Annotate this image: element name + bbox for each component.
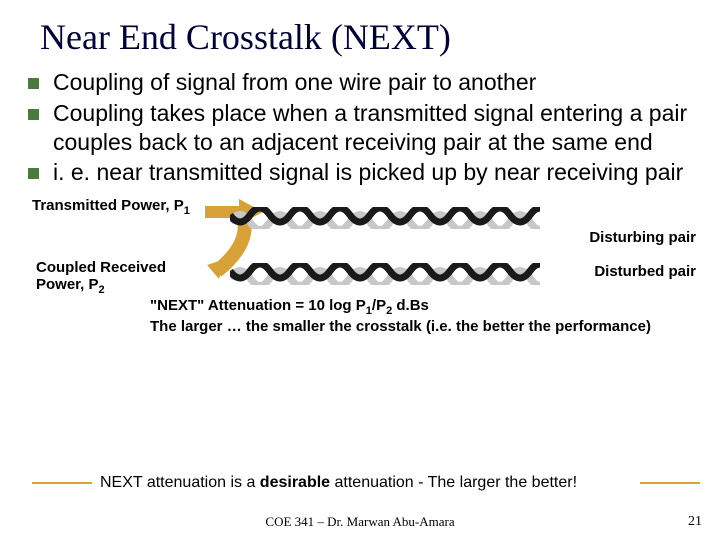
wire-pair-bottom-icon: [230, 263, 540, 285]
divider-left-icon: [32, 482, 92, 484]
bullet-text: i. e. near transmitted signal is picked …: [53, 158, 683, 187]
bullet-list: Coupling of signal from one wire pair to…: [0, 64, 720, 187]
disturbed-pair-label: Disturbed pair: [594, 263, 696, 280]
footer-meta: COE 341 – Dr. Marwan Abu-Amara: [0, 514, 720, 530]
rx-power-label: Coupled Received Power, P2: [36, 259, 166, 297]
tx-power-label: Transmitted Power, P1: [32, 197, 190, 217]
formula-text: "NEXT" Attenuation = 10 log P1/P2 d.Bs T…: [150, 297, 651, 336]
list-item: Coupling of signal from one wire pair to…: [28, 68, 696, 97]
page-title: Near End Crosstalk (NEXT): [0, 0, 720, 64]
page-number: 21: [688, 514, 702, 530]
bullet-text: Coupling of signal from one wire pair to…: [53, 68, 536, 97]
list-item: Coupling takes place when a transmitted …: [28, 99, 696, 157]
bullet-icon: [28, 109, 39, 120]
wire-pair-top-icon: [230, 207, 540, 229]
divider-right-icon: [640, 482, 700, 484]
diagram: Transmitted Power, P1 Coupled Received P…: [0, 193, 720, 353]
bullet-icon: [28, 78, 39, 89]
footer-note: NEXT attenuation is a desirable attenuat…: [32, 474, 700, 492]
bullet-text: Coupling takes place when a transmitted …: [53, 99, 696, 157]
list-item: i. e. near transmitted signal is picked …: [28, 158, 696, 187]
disturbing-pair-label: Disturbing pair: [589, 229, 696, 246]
bullet-icon: [28, 168, 39, 179]
footer-text: NEXT attenuation is a desirable attenuat…: [92, 474, 640, 492]
